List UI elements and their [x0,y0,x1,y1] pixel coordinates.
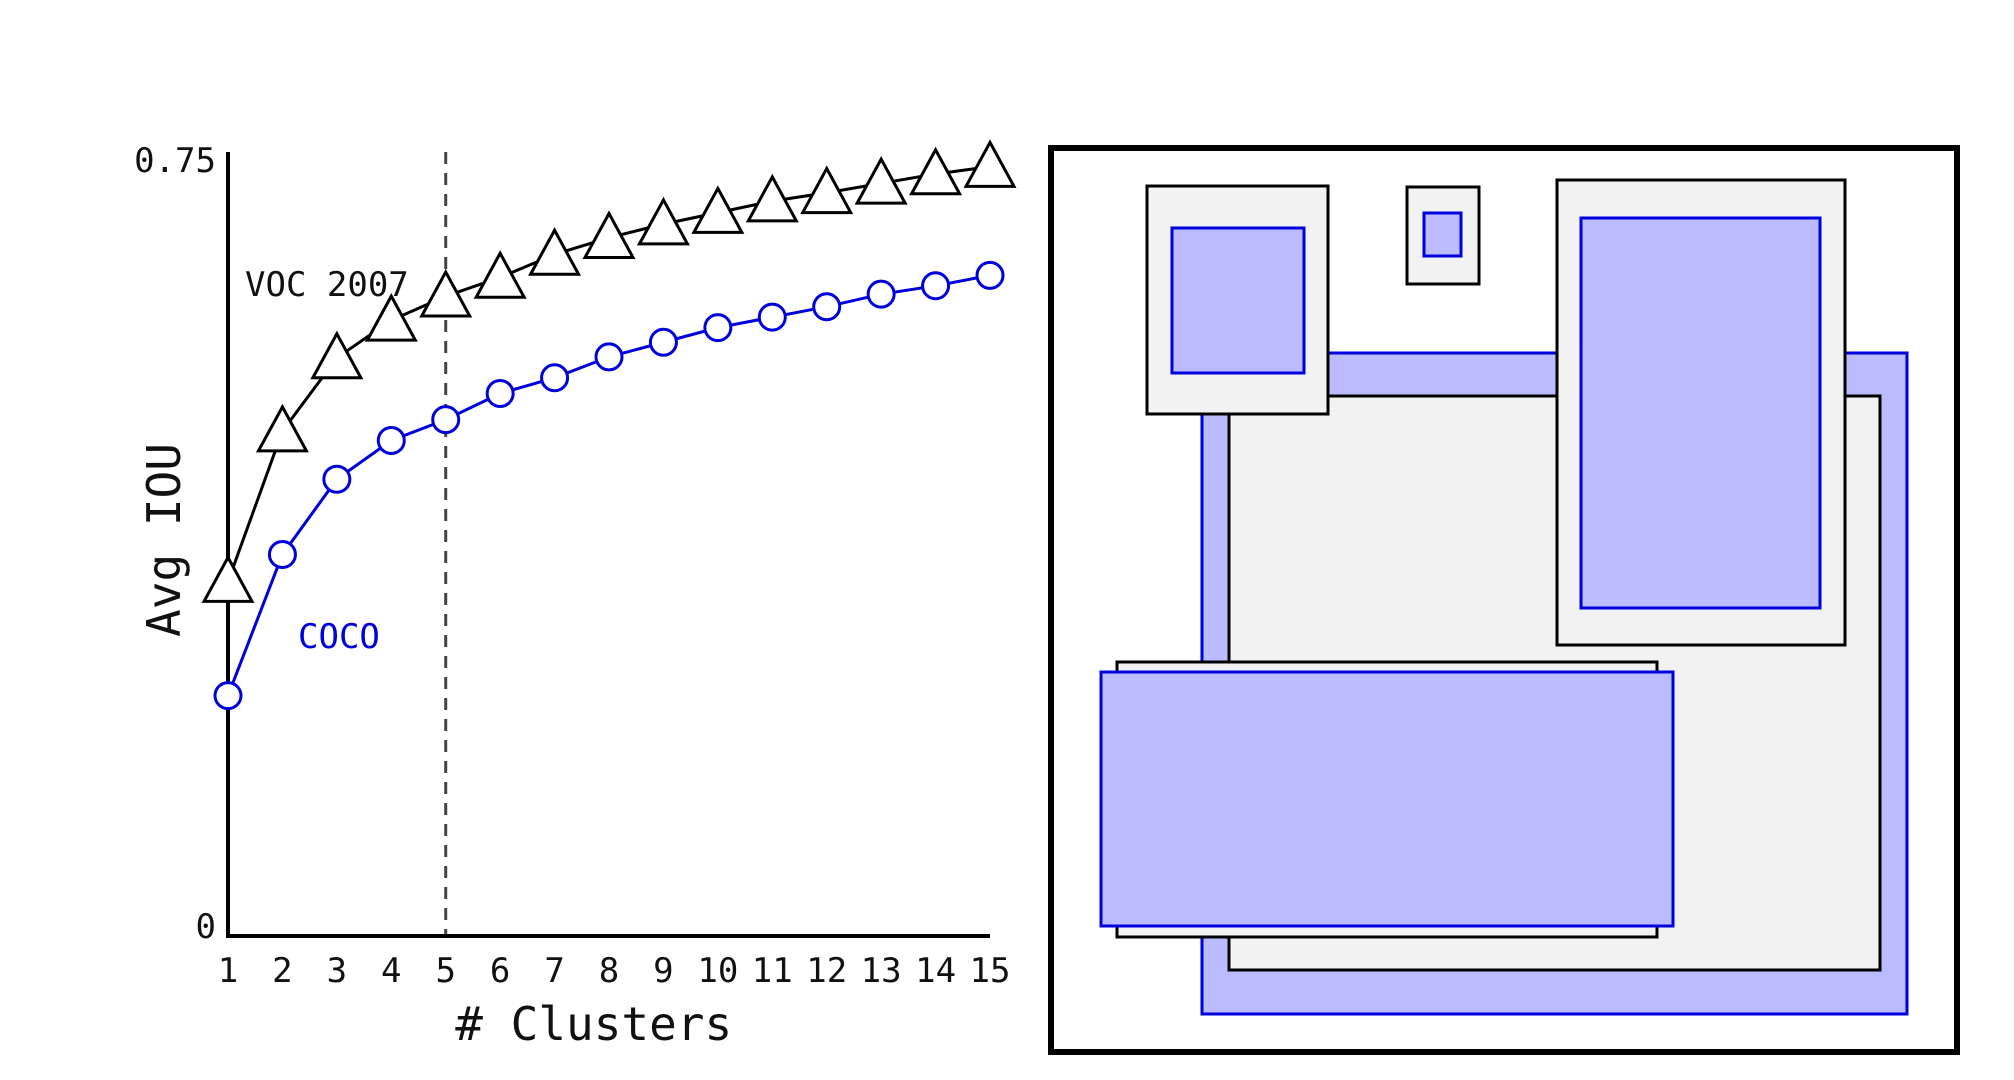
x-tick-label: 3 [327,951,347,991]
cluster-small-blue-box [1422,211,1463,258]
x-tick-label: 15 [970,951,1011,991]
data-point-circle [866,279,896,309]
data-point-circle [975,260,1005,290]
data-point-circle [921,271,951,301]
cluster-tall-blue-box [1579,216,1822,610]
series-layer [201,139,1017,711]
y-axis-title: Avg IOU [137,443,191,637]
data-point-triangle [909,146,963,196]
data-point-circle [594,342,624,372]
series-voc-2007 [201,139,1017,603]
cluster-box-diagram [1048,145,1960,1055]
cluster-medium-blue-box [1170,226,1306,375]
data-point-circle [757,302,787,332]
data-point-circle [376,426,406,456]
x-tick-label: 5 [435,951,455,991]
data-point-triangle [582,210,636,260]
x-tick-label: 13 [861,951,902,991]
x-tick-label: 12 [806,951,847,991]
data-point-triangle [745,173,799,223]
data-point-circle [267,539,297,569]
cluster-wide-blue-box [1099,670,1675,928]
x-tick-label: 1 [218,951,238,991]
x-tick-label: 4 [381,951,401,991]
y-tick-label-min: 0 [196,907,216,947]
x-tick-label: 10 [697,951,738,991]
data-point-triangle [419,268,473,318]
data-point-triangle [528,227,582,276]
data-point-triangle [364,292,418,342]
x-tick-label: 11 [752,951,793,991]
y-tick-label-max: 0.75 [134,141,216,181]
data-point-circle [485,378,515,408]
x-tick-label: 6 [490,951,510,991]
data-point-circle [648,327,678,357]
avg-iou-line-chart: 1 2 3 4 5 6 7 8 9 10 11 12 13 14 15 0 0.75 VOC 2007 CO… [134,139,1017,1051]
x-tick-label: 14 [915,951,956,991]
x-tick-labels: 1 2 3 4 5 6 7 8 9 10 11 12 13 14 15 [218,951,1011,991]
data-point-triangle [255,403,309,453]
data-point-circle [540,363,570,393]
data-point-circle [213,681,243,711]
data-point-triangle [310,330,364,380]
data-point-circle [812,292,842,322]
data-point-triangle [201,554,255,603]
data-point-triangle [636,196,690,246]
x-tick-label: 2 [272,951,292,991]
data-point-circle [431,405,461,435]
data-point-triangle [473,250,527,299]
data-point-triangle [691,185,745,234]
data-point-triangle [800,165,854,215]
x-tick-label: 9 [653,951,673,991]
series-coco [213,260,1005,711]
data-point-triangle [854,156,908,205]
series-label-voc-2007: VOC 2007 [245,265,409,305]
data-point-circle [322,464,352,494]
x-axis-title: # Clusters [455,997,732,1051]
data-point-circle [703,313,733,343]
x-tick-label: 8 [599,951,619,991]
data-point-triangle [963,139,1017,188]
x-tick-label: 7 [544,951,564,991]
series-label-coco: COCO [298,617,380,657]
